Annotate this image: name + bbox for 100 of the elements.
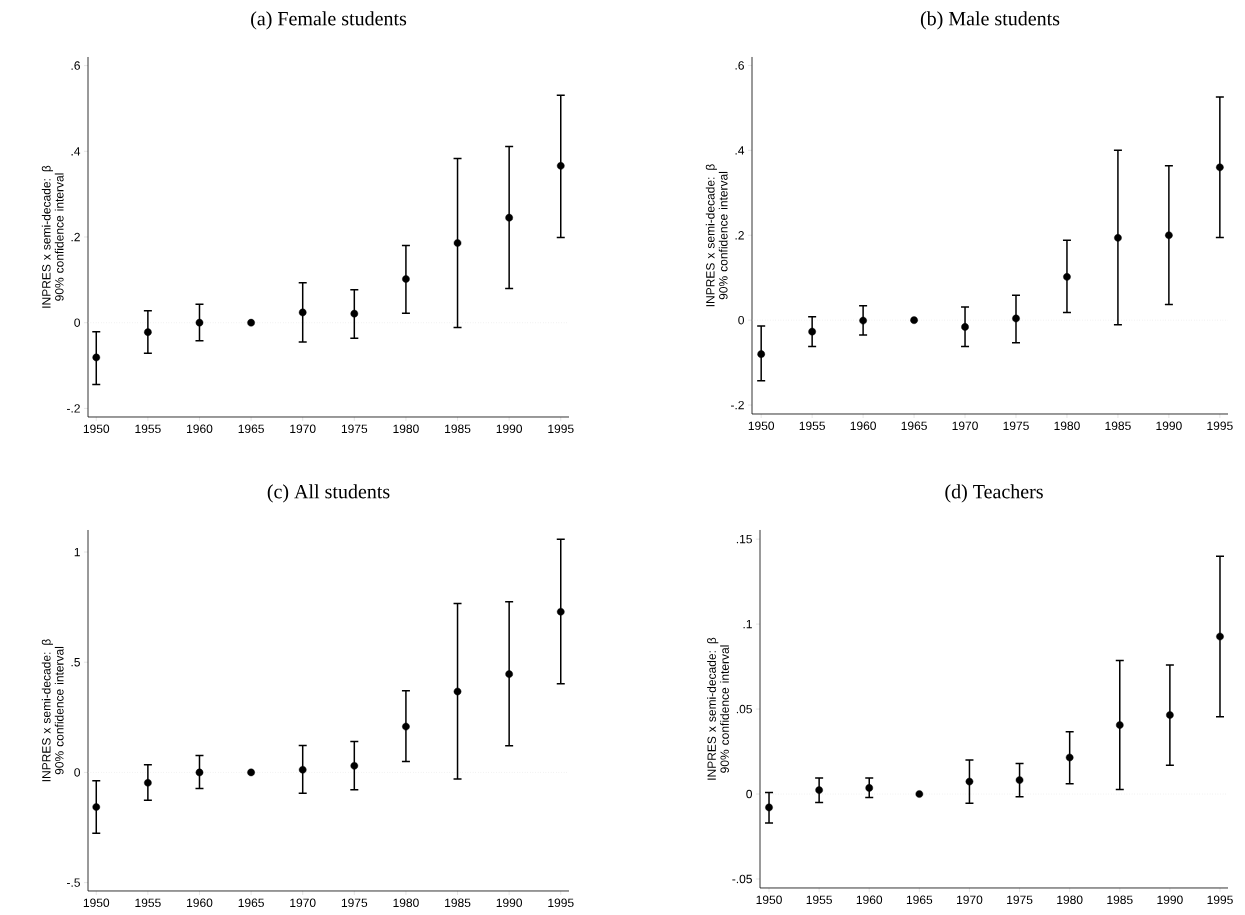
y-tick-label: .4 [71, 147, 81, 156]
point [965, 777, 974, 786]
point [1063, 273, 1071, 281]
point [92, 803, 101, 811]
y-tick-label: .6 [735, 61, 744, 70]
y-tick-label: .05 [736, 704, 752, 714]
y-tick-label: .4 [735, 146, 745, 155]
point [1216, 632, 1224, 641]
y-tick-label: 0 [738, 315, 745, 325]
x-tick-label: 1955 [135, 424, 161, 434]
point [1216, 163, 1224, 172]
point [402, 722, 410, 731]
x-tick-label: 1995 [1207, 895, 1233, 905]
x-tick-label: 1955 [799, 421, 825, 431]
x-tick-label: 1950 [756, 895, 782, 905]
x-tick-label: 1950 [748, 421, 775, 431]
chart-title: (c) All students [267, 484, 390, 503]
x-tick-label: 1990 [1156, 421, 1182, 431]
point [556, 607, 565, 616]
x-tick-label: 1960 [856, 895, 883, 905]
x-tick-label: 1990 [1157, 895, 1183, 905]
y-tick-label: .1 [743, 619, 752, 629]
point [961, 323, 969, 331]
point [1015, 776, 1024, 784]
point [1115, 721, 1124, 729]
point [195, 318, 204, 327]
chart-title: (a) Female students [251, 11, 407, 30]
y-tick-label: 0 [74, 768, 81, 777]
x-tick-label: 1970 [290, 898, 316, 908]
x-tick-label: 1990 [496, 424, 523, 434]
point [453, 239, 462, 247]
x-tick-label: 1950 [83, 898, 110, 908]
chart-title: (d) Teachers [945, 484, 1043, 503]
y-axis-title: INPRES x semi-decade: β 90% confidence interval [707, 637, 729, 780]
point [453, 687, 462, 696]
x-tick-label: 1980 [393, 424, 419, 434]
x-tick-label: 1985 [445, 898, 471, 908]
point [298, 308, 307, 317]
x-tick-label: 1955 [135, 898, 161, 908]
x-tick-label: 1965 [238, 424, 264, 434]
x-tick-label: 1980 [393, 898, 419, 908]
y-tick-label: .2 [735, 231, 744, 240]
point [808, 327, 816, 336]
point [247, 318, 255, 327]
point [247, 768, 255, 777]
point [298, 765, 307, 774]
point [350, 762, 359, 770]
y-tick-label: -.2 [67, 404, 80, 413]
y-axis-title: INPRES x semi-decade: β 90% confidence interval [41, 165, 64, 308]
y-axis-title: INPRES x semi-decade: β 90% confidence interval [41, 639, 64, 782]
chart-title: (b) Male students [920, 11, 1060, 30]
x-tick-label: 1965 [906, 895, 933, 905]
x-tick-label: 1975 [1007, 895, 1033, 905]
point [144, 328, 152, 336]
x-tick-label: 1985 [1105, 421, 1131, 431]
point [1114, 234, 1122, 242]
y-tick-label: 1 [74, 547, 80, 557]
x-tick-label: 1960 [187, 424, 213, 434]
x-tick-label: 1995 [548, 424, 574, 434]
point [505, 670, 513, 678]
x-tick-label: 1970 [290, 424, 316, 434]
y-tick-label: -.05 [732, 874, 752, 884]
x-tick-label: 1985 [445, 424, 471, 434]
x-tick-label: 1990 [496, 898, 523, 908]
point [1165, 231, 1173, 240]
point [859, 316, 867, 325]
x-tick-label: 1980 [1054, 421, 1080, 431]
x-tick-label: 1975 [1003, 421, 1029, 431]
y-tick-label: -.5 [67, 878, 80, 887]
y-axis-title: INPRES x semi-decade: β 90% confidence interval [705, 164, 728, 307]
point [195, 768, 204, 777]
y-tick-label: .15 [736, 534, 752, 544]
point [910, 316, 918, 324]
point [1166, 711, 1174, 719]
point [1012, 314, 1020, 323]
x-tick-label: 1970 [957, 895, 983, 905]
x-tick-label: 1970 [952, 421, 978, 431]
y-tick-label: .2 [71, 232, 80, 242]
point [757, 350, 765, 358]
x-tick-label: 1975 [341, 898, 368, 908]
x-tick-label: 1965 [901, 421, 927, 431]
point [915, 790, 924, 798]
point [402, 275, 410, 283]
point [144, 778, 152, 787]
point [350, 309, 359, 318]
y-tick-label: 0 [746, 789, 753, 799]
y-tick-label: .5 [71, 658, 80, 667]
x-tick-label: 1985 [1107, 895, 1133, 905]
y-tick-label: -.2 [731, 400, 744, 410]
point [1065, 753, 1074, 762]
x-tick-label: 1980 [1057, 895, 1083, 905]
point [765, 803, 773, 812]
point [92, 353, 101, 362]
y-tick-label: 0 [74, 318, 81, 327]
y-tick-label: .6 [71, 61, 80, 70]
x-tick-label: 1975 [341, 424, 368, 434]
point [865, 784, 874, 792]
x-tick-label: 1960 [187, 898, 213, 908]
x-tick-label: 1995 [548, 898, 574, 908]
x-tick-label: 1955 [806, 895, 832, 905]
